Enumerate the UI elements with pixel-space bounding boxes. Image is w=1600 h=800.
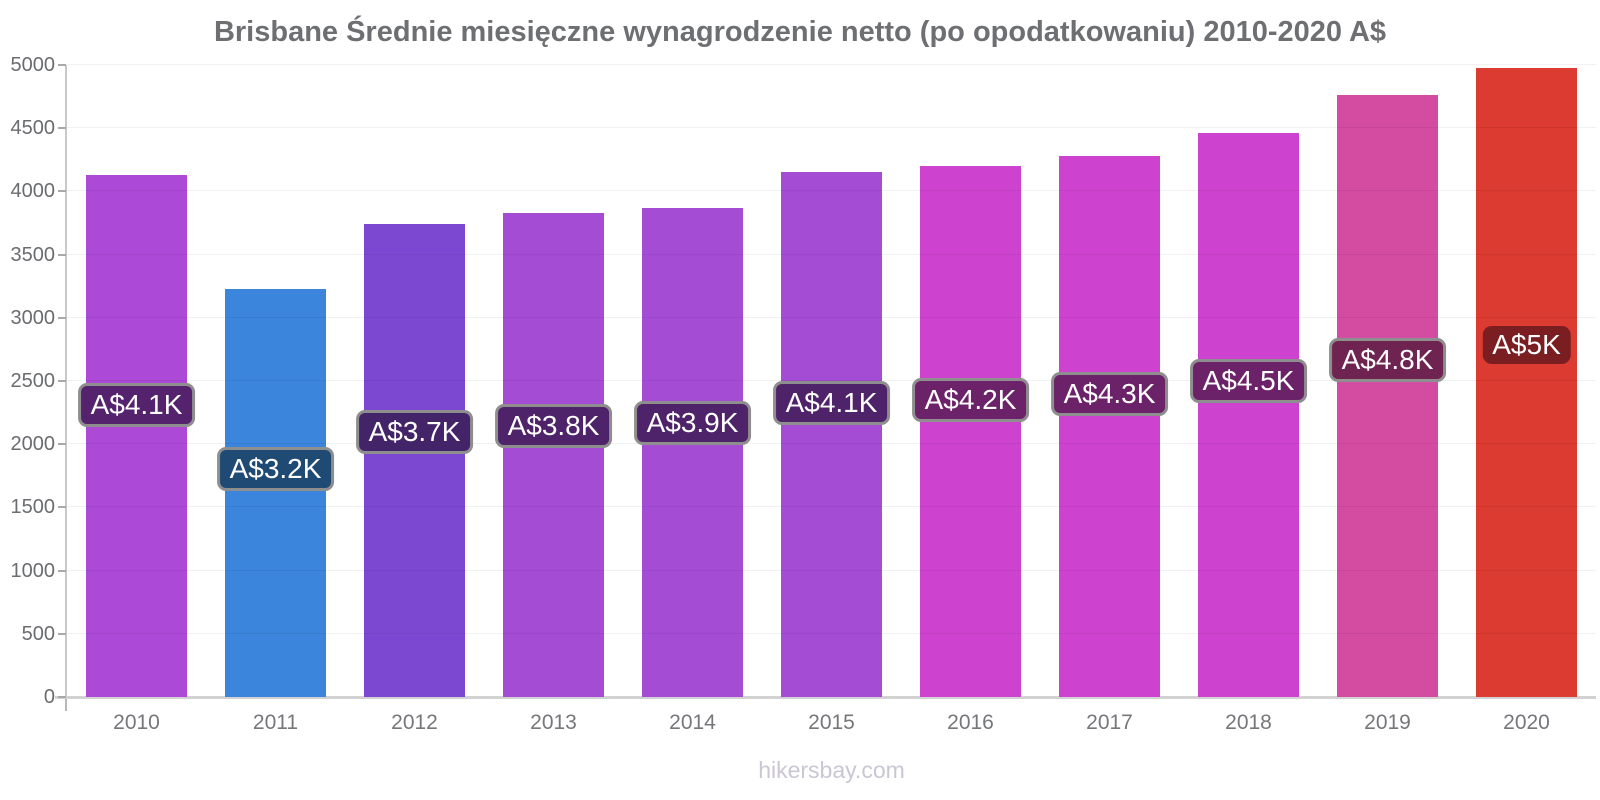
gridline-5000 [67, 64, 1596, 65]
watermark: hikersbay.com [758, 757, 905, 783]
bar-value-label-2013: A$3.8K [494, 403, 613, 448]
x-tick-label-2014: 2014 [669, 711, 716, 734]
y-tick-mark-500 [58, 632, 66, 635]
bar-value-label-2016: A$4.2K [911, 377, 1030, 422]
y-tick-label-2500: 2500 [10, 370, 56, 392]
x-tick-label-2016: 2016 [947, 711, 994, 734]
y-axis-line [65, 65, 67, 697]
y-tick-mark-2500 [58, 380, 66, 382]
bar-value-label-2017: A$4.3K [1050, 372, 1169, 417]
bar-2015 [781, 172, 882, 697]
bar-2020 [1476, 68, 1577, 697]
y-tick-mark-0 [58, 696, 66, 698]
bar-value-label-2015: A$4.1K [772, 381, 891, 425]
y-tick-label-2000: 2000 [10, 433, 56, 456]
y-tick-label-0: 0 [43, 686, 55, 708]
x-tick-label-2010: 2010 [113, 711, 160, 734]
gridline-3500 [67, 253, 1596, 255]
y-tick-mark-3500 [58, 253, 66, 256]
x-axis-corner-tick [65, 699, 67, 711]
plot-area: A$4.1K A$3.2K A$3.7K A$3.8K A$3.9K A$4.1K A$4.… [67, 64, 1596, 697]
y-tick-label-1000: 1000 [10, 559, 56, 582]
bar-2013 [503, 213, 604, 697]
gridline-3000 [67, 316, 1596, 318]
bar-value-label-2014: A$3.9K [633, 401, 752, 446]
gridline-500 [67, 632, 1596, 634]
bar-value-label-2012: A$3.7K [355, 410, 474, 455]
y-tick-mark-2000 [58, 443, 66, 446]
gridline-4000 [67, 190, 1596, 192]
y-tick-label-4000: 4000 [10, 180, 56, 203]
y-tick-label-1500: 1500 [10, 496, 56, 519]
x-tick-label-2020: 2020 [1503, 711, 1550, 734]
bar-2019 [1337, 95, 1438, 697]
y-tick-label-5000: 5000 [10, 54, 56, 76]
bar-2012 [364, 224, 465, 697]
x-tick-label-2017: 2017 [1086, 711, 1133, 734]
bar-value-label-2018: A$4.5K [1189, 359, 1308, 404]
y-tick-mark-3000 [58, 316, 66, 319]
y-tick-mark-4500 [58, 127, 66, 130]
gridline-4500 [67, 127, 1596, 129]
y-tick-label-500: 500 [21, 622, 55, 645]
x-tick-label-2013: 2013 [530, 711, 577, 734]
y-tick-label-4500: 4500 [10, 117, 56, 140]
x-axis-line [55, 696, 1596, 699]
y-tick-label-3000: 3000 [10, 306, 56, 329]
x-tick-label-2011: 2011 [252, 711, 299, 734]
gridline-2000 [67, 443, 1596, 445]
bar-value-label-2010: A$4.1K [77, 382, 196, 427]
chart-title: Brisbane Średnie miesięczne wynagrodzeni… [213, 16, 1387, 48]
bar-2010 [86, 175, 187, 697]
bar-2014 [642, 208, 743, 697]
bar-2018 [1198, 133, 1299, 697]
bar-value-label-2011: A$3.2K [216, 446, 335, 491]
y-tick-mark-5000 [58, 64, 66, 66]
y-tick-mark-1000 [58, 569, 66, 572]
bar-2017 [1059, 156, 1160, 697]
y-tick-label-3500: 3500 [10, 243, 56, 266]
gridline-1500 [67, 506, 1596, 508]
bar-value-label-2019: A$4.8K [1328, 337, 1447, 382]
x-tick-label-2018: 2018 [1225, 711, 1272, 734]
gridline-2500 [67, 380, 1596, 381]
x-tick-label-2015: 2015 [808, 711, 855, 734]
x-tick-label-2012: 2012 [391, 711, 438, 734]
x-tick-label-2019: 2019 [1364, 711, 1411, 734]
bar-2011 [225, 289, 326, 697]
bar-value-label-2020: A$5K [1482, 325, 1571, 364]
y-tick-mark-4000 [58, 190, 66, 193]
y-tick-mark-1500 [58, 506, 66, 509]
gridline-1000 [67, 569, 1596, 571]
bar-2016 [920, 166, 1021, 697]
